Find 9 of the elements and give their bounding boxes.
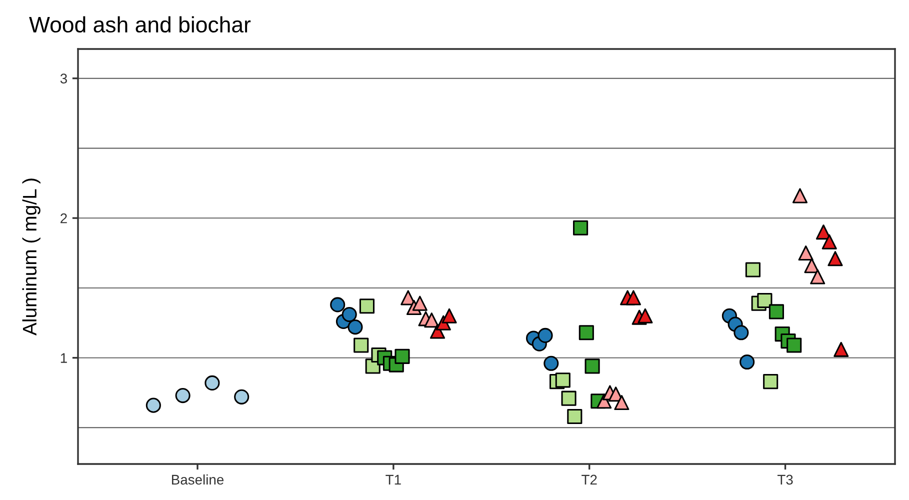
y-tick-label: 1 [60, 353, 67, 363]
chart-title: Wood ash and biochar [29, 16, 251, 33]
y-tick-label: 3 [60, 74, 67, 84]
y-axis-title: Aluminum ( mg/L ) [22, 178, 40, 336]
y-tick-label: 2 [60, 213, 67, 224]
x-tick-label: T1 [386, 474, 401, 484]
x-tick-label: T2 [582, 474, 597, 484]
x-tick-label: Baseline [172, 474, 224, 485]
x-tick-label: T3 [777, 474, 793, 485]
